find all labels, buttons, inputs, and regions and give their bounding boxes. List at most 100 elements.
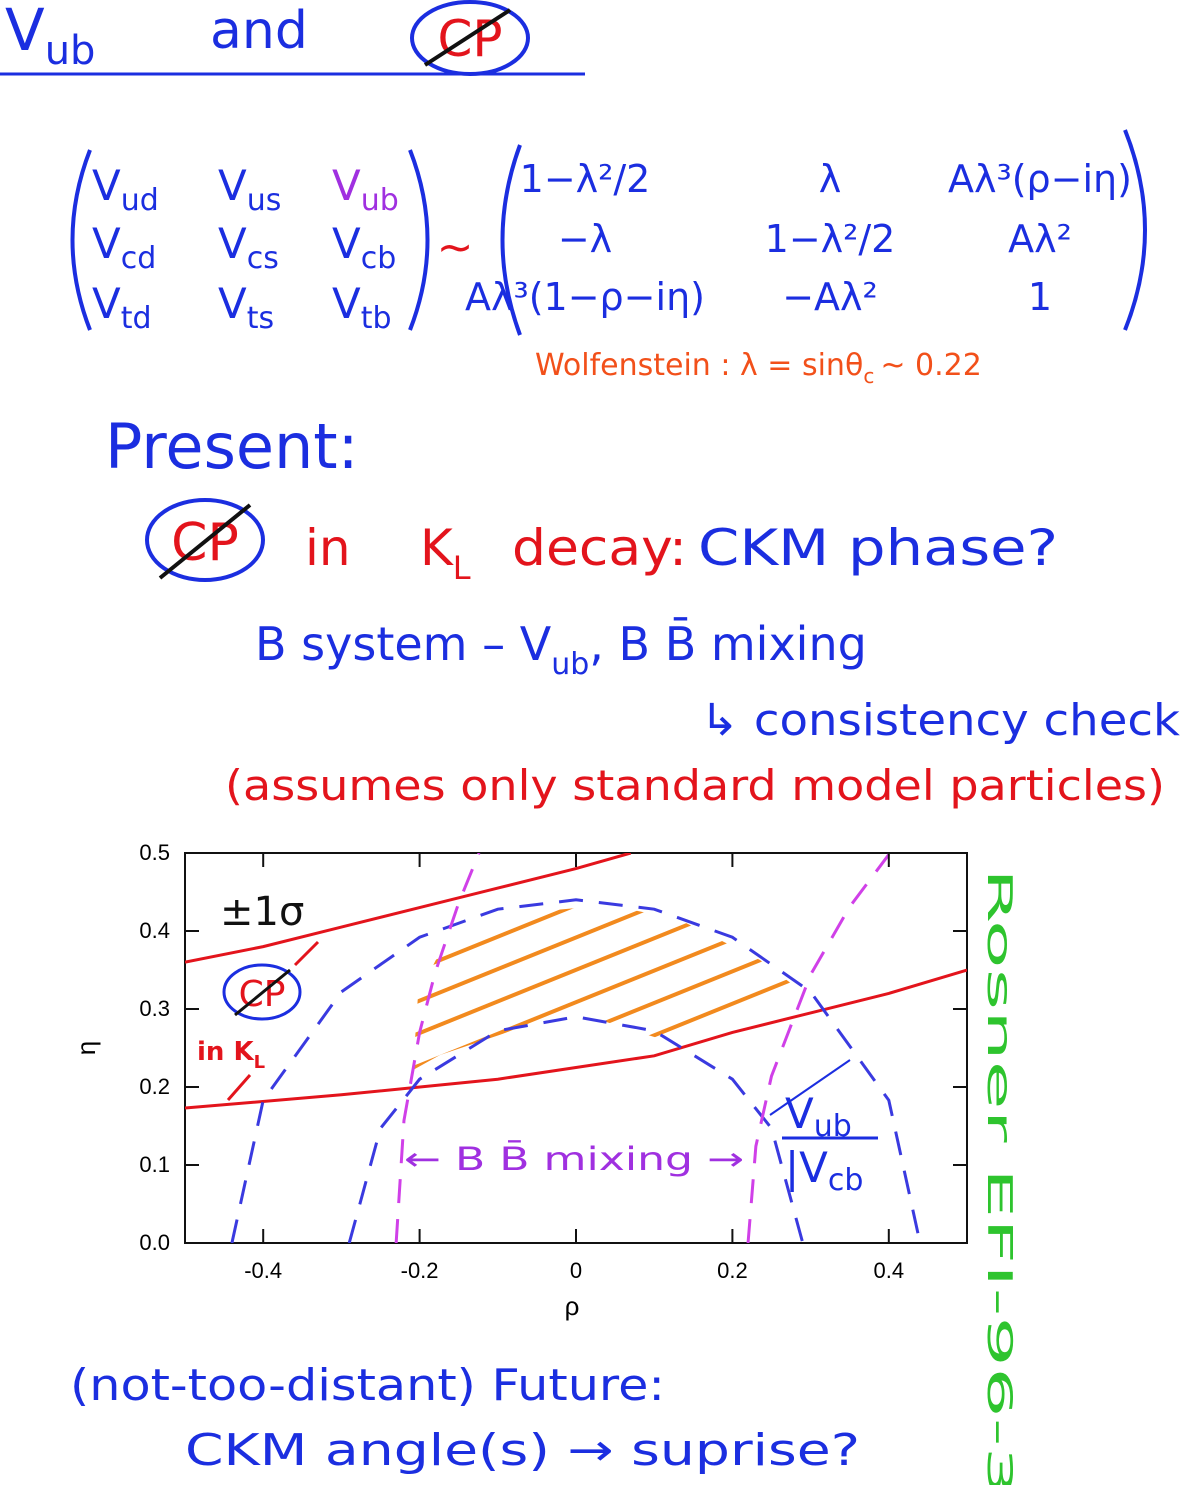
matrix-entry: 1−λ²/2 xyxy=(520,157,651,201)
x-tick-label: -0.4 xyxy=(244,1258,282,1283)
present: Present: CP in KL decay: CKM phase? B sy… xyxy=(105,410,1181,810)
present-in: in xyxy=(305,519,351,577)
curve xyxy=(230,898,922,1243)
entry-v: V xyxy=(332,219,361,268)
present-heading: Present: xyxy=(105,410,359,483)
cp-slash xyxy=(234,968,291,1017)
matrix-entry: Aλ³(1−ρ−iη) xyxy=(465,275,705,319)
b-line: B system – Vub, B B̄ mixing xyxy=(255,617,867,682)
matrix-entry: 1−λ²/2 xyxy=(765,217,896,261)
matrix-entry: λ xyxy=(819,157,842,201)
y-tick-label: 0.2 xyxy=(139,1074,170,1099)
y-tick-label: 0.1 xyxy=(139,1152,170,1177)
x-label: ρ xyxy=(565,1291,580,1321)
y-tick-label: 0.4 xyxy=(139,918,170,943)
present-decay: decay: xyxy=(512,519,687,577)
x-tick-label: 0.2 xyxy=(717,1258,748,1283)
right-entries: 1−λ²/2 λ Aλ³(ρ−iη) −λ 1−λ²/2 Aλ² Aλ³(1−ρ−iη) −A… xyxy=(465,157,1132,319)
entry-sub: cd xyxy=(121,241,157,276)
y-tick-label: 0.0 xyxy=(139,1230,170,1255)
entry-v: V xyxy=(218,219,247,268)
b-sub: ub xyxy=(551,647,589,682)
check: ↳ consistency check xyxy=(700,695,1181,746)
inkl: in K xyxy=(197,1037,254,1067)
matrix-entry: Vub xyxy=(332,161,399,218)
credit: Rosner EFI-96-34 xyxy=(979,868,1019,1485)
cp-slash xyxy=(423,8,512,67)
title-cp: CP xyxy=(437,10,502,68)
x-tick-label: -0.2 xyxy=(401,1258,439,1283)
entry-sub: cs xyxy=(247,241,279,276)
k-sub: L xyxy=(453,549,471,587)
entry-v: V xyxy=(92,161,121,210)
vcb: |Vcb xyxy=(785,1143,863,1198)
present-k: KL xyxy=(420,519,471,587)
title-text: Vub xyxy=(5,0,95,74)
arrow xyxy=(769,1059,851,1116)
future: (not-too-distant) Future: CKM angle(s) →… xyxy=(70,1360,860,1476)
curve xyxy=(394,853,481,1243)
paren xyxy=(500,144,522,336)
matrix-entry: −Aλ² xyxy=(782,275,878,319)
vub-v: V xyxy=(785,1089,814,1138)
title-v: V xyxy=(5,0,45,64)
cp-slash xyxy=(158,503,252,580)
matrix-entry: 1 xyxy=(1028,275,1052,319)
entry-sub: ub xyxy=(361,183,399,218)
matrix-entry: Vcd xyxy=(92,219,156,276)
entry-sub: ud xyxy=(121,183,159,218)
matrix-entry: Vtd xyxy=(92,279,152,336)
in-kl: in KL xyxy=(197,1037,265,1073)
b-end: , B B̄ mixing xyxy=(589,617,867,671)
curves xyxy=(185,853,967,1243)
paren xyxy=(408,149,430,331)
x-tick-label: 0.4 xyxy=(874,1258,905,1283)
k: K xyxy=(420,519,454,577)
matrix-entry: Aλ² xyxy=(1008,217,1072,261)
matrix-entry: Vcs xyxy=(218,219,279,276)
wolf-text: Wolfenstein : λ = sinθ xyxy=(535,348,863,383)
wolf-end: ~ 0.22 xyxy=(880,348,981,383)
entry-v: V xyxy=(92,219,121,268)
title-and: and xyxy=(210,1,308,61)
allowed-region xyxy=(413,905,800,1070)
entry-v: V xyxy=(332,279,361,328)
arrow xyxy=(226,1074,252,1101)
wolfenstein: Wolfenstein : λ = sinθc ~ 0.22 xyxy=(535,348,982,388)
matrix-entry: Vcb xyxy=(332,219,396,276)
paren xyxy=(70,149,92,331)
y-tick-label: 0.3 xyxy=(139,996,170,1021)
matrix-entry: Vts xyxy=(218,279,274,336)
curve xyxy=(746,853,891,1243)
curve xyxy=(185,853,632,964)
title-sub: ub xyxy=(45,28,96,74)
vcb-v: | xyxy=(785,1143,799,1192)
cp-circle xyxy=(145,498,265,582)
paren xyxy=(1123,129,1147,331)
entry-v: V xyxy=(332,161,361,210)
curve xyxy=(185,968,967,1110)
entry-sub: cb xyxy=(361,241,397,276)
curve xyxy=(347,1015,805,1243)
entry-sub: ts xyxy=(247,301,274,336)
wolf-sub: c xyxy=(863,364,874,388)
assumes: (assumes only standard model particles) xyxy=(225,761,1165,810)
entry-sub: tb xyxy=(361,301,392,336)
arrow xyxy=(293,940,320,967)
y-label: η xyxy=(71,1041,101,1055)
entry-v: V xyxy=(218,161,247,210)
sim: ~ xyxy=(437,222,474,273)
future-heading: (not-too-distant) Future: xyxy=(70,1360,665,1411)
matrix-entry: Vtb xyxy=(332,279,392,336)
entry-v: V xyxy=(92,279,121,328)
y-tick-label: 0.5 xyxy=(139,840,170,865)
x-tick-label: 0 xyxy=(570,1258,582,1283)
vcb-vv: V xyxy=(799,1143,828,1192)
title: Vub and CP xyxy=(0,0,585,76)
mixing-note: ← B B̄ mixing → xyxy=(404,1139,744,1178)
sigma-note: ±1σ xyxy=(220,889,304,935)
cp-circle xyxy=(222,963,302,1021)
